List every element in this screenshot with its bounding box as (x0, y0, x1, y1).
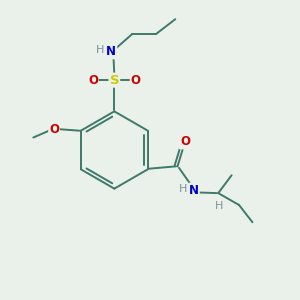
Text: H: H (96, 45, 105, 56)
Text: O: O (180, 136, 190, 148)
Text: N: N (189, 184, 199, 196)
Text: H: H (178, 184, 187, 194)
Text: H: H (214, 201, 223, 211)
Text: N: N (106, 45, 116, 58)
Text: O: O (49, 123, 59, 136)
Text: O: O (131, 74, 141, 87)
Text: S: S (110, 74, 119, 87)
Text: O: O (88, 74, 98, 87)
